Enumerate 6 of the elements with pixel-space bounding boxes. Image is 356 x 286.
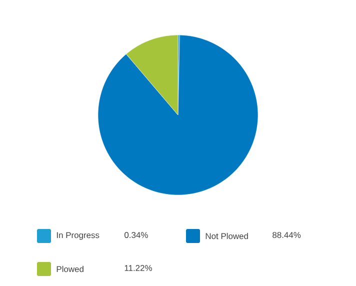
data-label: 88.44% — [272, 232, 301, 238]
data-label: 0.34% — [124, 232, 148, 238]
legend-label: Plowed — [56, 266, 84, 272]
data-label: 11.22% — [124, 265, 152, 271]
legend-label: In Progress — [56, 232, 100, 240]
legend-label: Not Plowed — [206, 232, 248, 240]
